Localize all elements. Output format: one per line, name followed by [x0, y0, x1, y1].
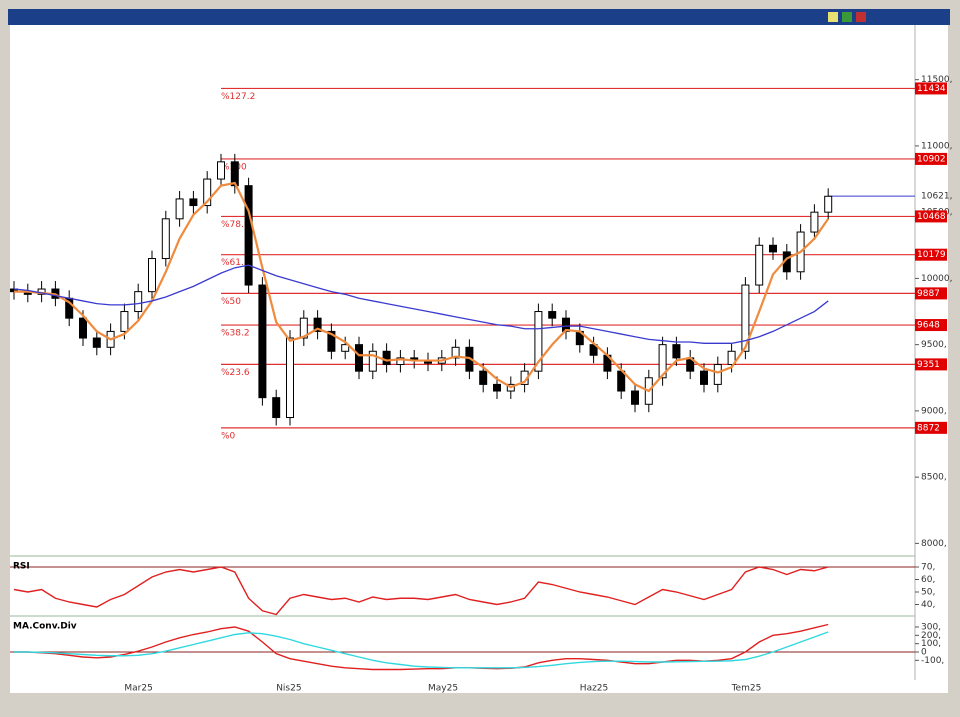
fib-level-label: %38.2 [221, 329, 250, 339]
fib-level-label: %50 [221, 297, 241, 307]
fib-value-box [915, 248, 947, 261]
candle-body [161, 218, 170, 260]
plot-area [10, 25, 948, 693]
y-tick-label: 70, [921, 563, 935, 573]
y-tick-label: 100, [921, 639, 941, 649]
candle-body [396, 357, 405, 366]
last-price-label: 10621, [921, 192, 953, 202]
window-button[interactable] [856, 12, 866, 22]
indicator-line [14, 623, 829, 671]
candle-body [451, 346, 460, 359]
x-tick-label: Haz25 [580, 684, 608, 694]
window-button[interactable] [828, 12, 838, 22]
candle-body [355, 344, 363, 372]
indicator-line [14, 631, 829, 669]
fib-value-label: 10468 [917, 212, 946, 222]
fib-value-box [915, 421, 947, 434]
candle-body [92, 337, 101, 348]
candle-body [713, 364, 722, 385]
panel-title: MA.Conv.Div [13, 622, 77, 632]
candle-body [534, 311, 543, 372]
candle-body [189, 198, 198, 207]
candle-body [230, 161, 239, 187]
y-tick-label: 8000, [921, 539, 947, 549]
candle-body [672, 344, 681, 359]
moving-average [14, 181, 830, 393]
fib-value-box [915, 210, 947, 223]
fib-value-label: 11434 [917, 84, 946, 94]
y-tick-label: 300, [921, 623, 941, 633]
y-tick-label: 60, [921, 575, 935, 585]
y-tick-label: 11000, [921, 141, 953, 151]
fib-level-label: %0 [221, 431, 236, 441]
x-tick-label: May25 [428, 684, 458, 694]
fib-value-box [915, 82, 947, 95]
fib-value-label: 8872 [917, 423, 940, 433]
candle-body [548, 311, 557, 319]
candle-body [203, 178, 212, 207]
panel-title: RSI [13, 562, 30, 572]
candle-body [658, 344, 667, 379]
y-tick-label: 9500, [921, 340, 947, 350]
candle-body [286, 337, 294, 419]
candle-body [727, 350, 736, 366]
y-tick-label: 10000, [921, 274, 953, 284]
candle-body [148, 258, 156, 293]
x-tick-label: Nis25 [276, 684, 301, 694]
y-tick-label: 200, [921, 631, 941, 641]
candle-body [493, 383, 501, 392]
candle-body [382, 350, 391, 366]
candle-body [299, 317, 308, 339]
fib-level-label: %127.2 [221, 92, 255, 102]
fib-value-label: 9351 [917, 360, 940, 370]
candle-body [175, 198, 184, 220]
fib-value-label: 9648 [917, 321, 940, 331]
candle-body [769, 244, 777, 253]
y-tick-label: 11500, [921, 75, 953, 85]
candle-body [631, 390, 639, 405]
candle-body [824, 195, 833, 213]
fib-level-label: %61.8 [221, 258, 250, 268]
candle-body [79, 317, 87, 339]
fib-value-box [915, 287, 947, 300]
candle-body [479, 370, 488, 385]
fib-value-label: 10179 [917, 250, 946, 260]
y-tick-label: -100, [921, 656, 944, 666]
fib-value-box [915, 358, 947, 371]
title-bar [8, 9, 950, 25]
candle-body [313, 317, 322, 332]
candle-body [341, 344, 350, 352]
candle-body [810, 211, 819, 233]
y-tick-label: 50, [921, 588, 935, 598]
y-tick-label: 9000, [921, 406, 947, 416]
candle-body [258, 284, 267, 399]
y-tick-label: 0 [921, 648, 927, 658]
candle-body [368, 350, 377, 372]
candle-body [755, 244, 764, 286]
x-tick-label: Tem25 [731, 684, 762, 694]
fib-value-box [915, 319, 947, 332]
y-tick-label: 40, [921, 600, 935, 610]
candle-body [217, 161, 225, 180]
y-tick-label: 8500, [921, 473, 947, 483]
candle-body [134, 291, 143, 313]
indicator-line [13, 566, 829, 616]
x-tick-label: Mar25 [124, 684, 152, 694]
fib-value-box [915, 152, 947, 165]
window-button[interactable] [842, 12, 852, 22]
candle-body [327, 330, 336, 352]
fib-level-label: %23.6 [221, 368, 250, 378]
moving-average [13, 264, 829, 344]
candle-body [700, 370, 708, 385]
candle-body [617, 370, 626, 392]
candle-body [272, 397, 281, 419]
fib-level-label: %78.6 [221, 220, 250, 230]
candle-body [120, 311, 129, 332]
candle-body [244, 185, 253, 286]
fib-value-label: 9887 [917, 289, 940, 299]
fib-value-label: 10902 [917, 154, 946, 164]
candle-body [741, 284, 750, 352]
